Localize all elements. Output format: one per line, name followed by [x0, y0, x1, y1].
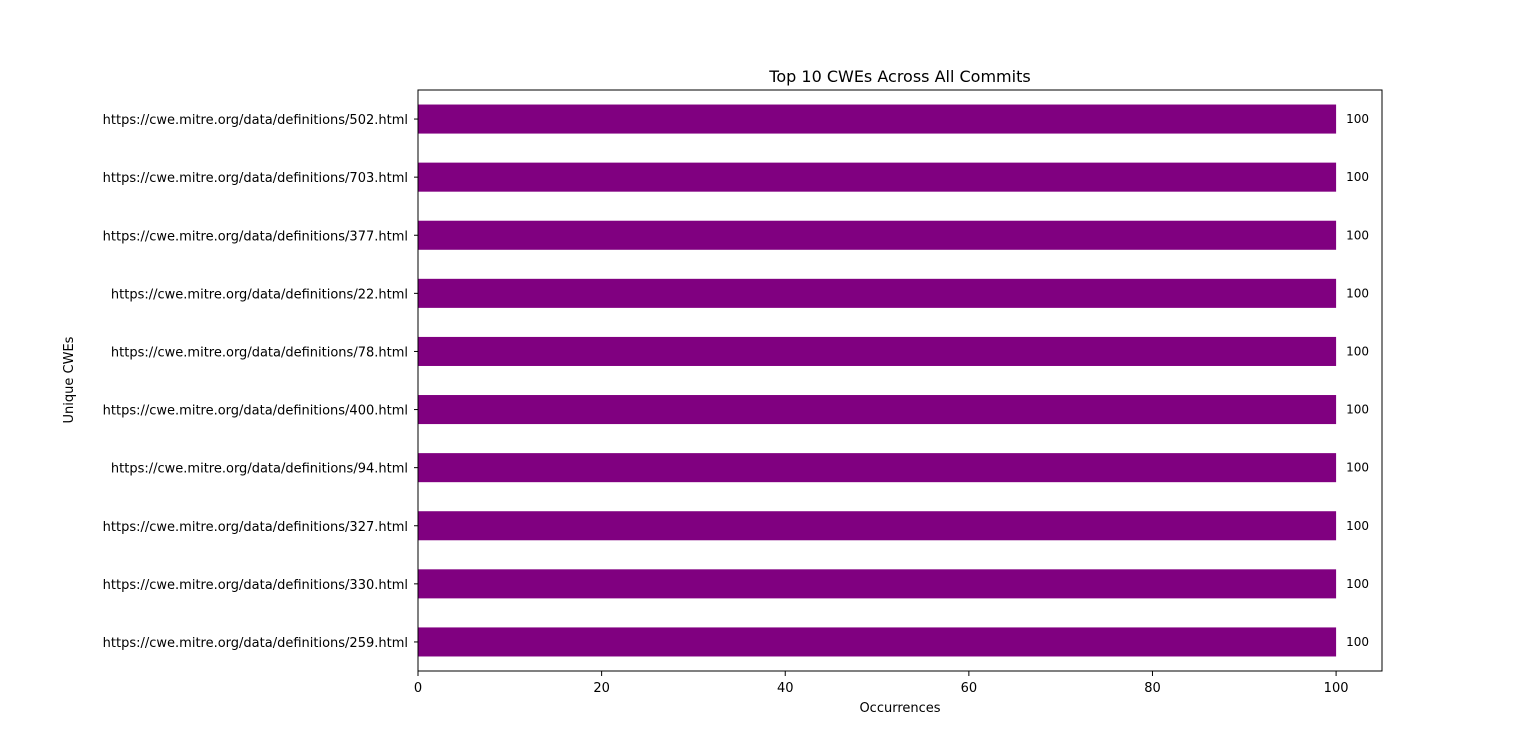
chart-title: Top 10 CWEs Across All Commits [768, 67, 1030, 86]
bar [418, 395, 1337, 425]
data-labels: 100 100 100 100 100 100 100 100 100 100 [1346, 112, 1369, 649]
y-tick-label: https://cwe.mitre.org/data/definitions/7… [111, 345, 408, 360]
x-axis-ticks: 0 20 40 60 80 100 [414, 671, 1349, 696]
y-tick-label: https://cwe.mitre.org/data/definitions/5… [103, 113, 408, 128]
bar [418, 162, 1337, 192]
x-tick-label: 0 [414, 681, 422, 696]
bar [418, 569, 1337, 599]
y-tick-label: https://cwe.mitre.org/data/definitions/4… [103, 404, 408, 419]
bar [418, 627, 1337, 657]
y-tick-label: https://cwe.mitre.org/data/definitions/2… [103, 636, 408, 651]
x-tick-label: 20 [593, 681, 610, 696]
x-axis-label: Occurrences [859, 701, 940, 716]
y-tick-label: https://cwe.mitre.org/data/definitions/7… [103, 171, 408, 186]
bar [418, 278, 1337, 308]
y-tick-label: https://cwe.mitre.org/data/definitions/3… [103, 229, 408, 244]
category-labels: https://cwe.mitre.org/data/definitions/5… [103, 113, 418, 651]
bar [418, 511, 1337, 541]
bar [418, 453, 1337, 483]
bar [418, 220, 1337, 250]
data-label: 100 [1346, 112, 1369, 126]
y-tick-label: https://cwe.mitre.org/data/definitions/3… [103, 520, 408, 535]
bar [418, 104, 1337, 134]
data-label: 100 [1346, 577, 1369, 591]
data-label: 100 [1346, 403, 1369, 417]
x-tick-label: 80 [1144, 681, 1161, 696]
data-label: 100 [1346, 461, 1369, 475]
y-tick-label: https://cwe.mitre.org/data/definitions/9… [111, 462, 408, 477]
data-label: 100 [1346, 286, 1369, 300]
data-label: 100 [1346, 228, 1369, 242]
data-label: 100 [1346, 344, 1369, 358]
data-label: 100 [1346, 635, 1369, 649]
y-tick-label: https://cwe.mitre.org/data/definitions/3… [103, 578, 408, 593]
bars-group [418, 104, 1337, 657]
data-label: 100 [1346, 519, 1369, 533]
plot-frame [417, 89, 1383, 672]
y-tick-label: https://cwe.mitre.org/data/definitions/2… [111, 287, 408, 302]
y-axis-label: Unique CWEs [62, 336, 77, 423]
x-tick-label: 100 [1324, 681, 1349, 696]
x-tick-label: 60 [961, 681, 978, 696]
data-label: 100 [1346, 170, 1369, 184]
x-tick-label: 40 [777, 681, 794, 696]
bar [418, 336, 1337, 366]
